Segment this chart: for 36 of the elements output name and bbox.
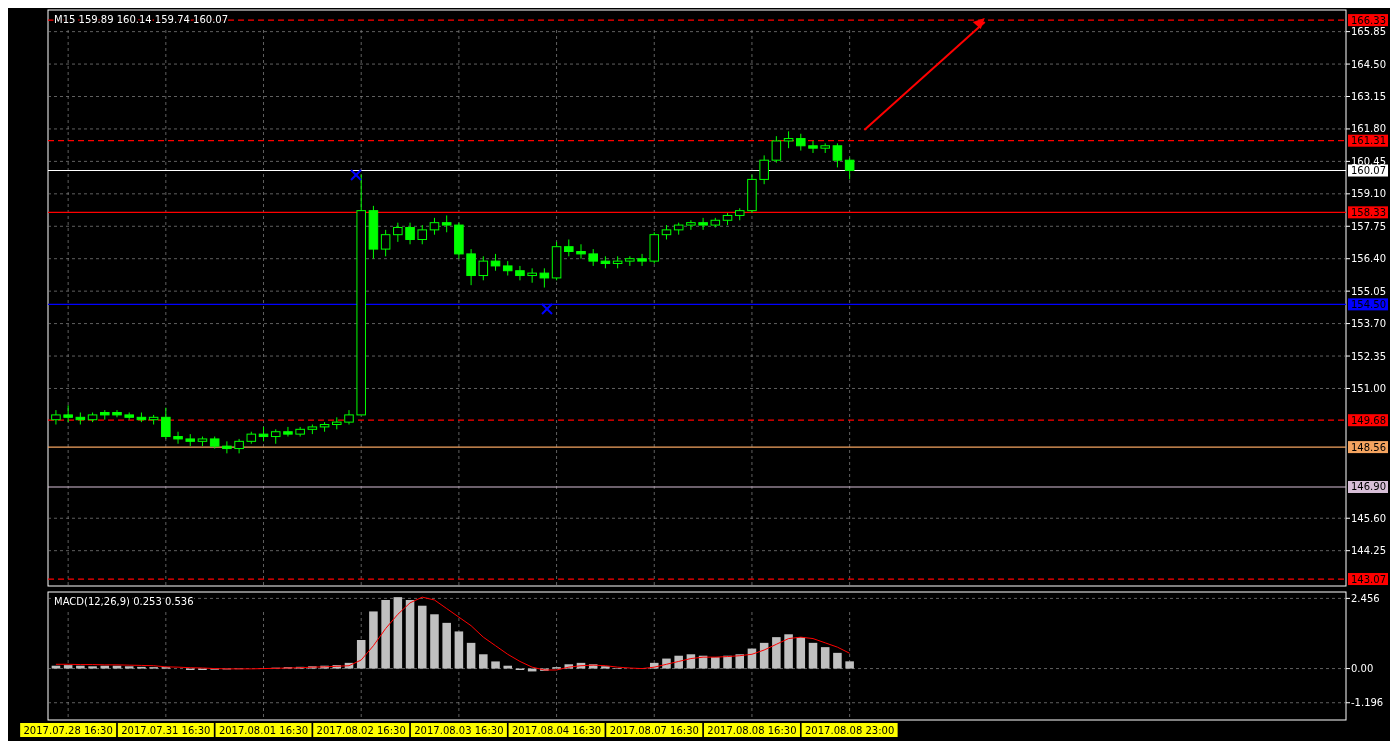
y-tick-label: 153.70 — [1351, 318, 1386, 330]
y-tick-label: 159.10 — [1351, 188, 1386, 200]
x-tick-label: 2017.08.07 16:30 — [609, 725, 699, 736]
y-tick-label: 0.00 — [1351, 663, 1374, 675]
y-tick-label: 2.456 — [1351, 592, 1380, 604]
y-tick-label: 152.35 — [1351, 350, 1386, 362]
x-tick-label: 2017.08.08 16:30 — [707, 725, 797, 736]
x-tick-label: 2017.08.08 23:00 — [805, 725, 895, 736]
x-tick-label: 2017.08.02 16:30 — [316, 725, 406, 736]
ref-line-label: 160.07 — [1351, 165, 1386, 177]
y-tick-label: 156.40 — [1351, 253, 1386, 265]
y-tick-label: 164.50 — [1351, 58, 1386, 70]
y-tick-label: 155.05 — [1351, 285, 1386, 297]
y-tick-label: 157.75 — [1351, 220, 1386, 232]
ref-line-label: 143.07 — [1351, 573, 1386, 585]
ref-line-label: 166.33 — [1351, 14, 1386, 26]
chart-title: MACD(12,26,9) 0.253 0.536 — [54, 596, 194, 607]
ref-line-label: 154.50 — [1351, 298, 1386, 310]
ref-line-label: 161.31 — [1351, 135, 1386, 147]
y-tick-label: 144.25 — [1351, 545, 1386, 557]
y-tick-label: 165.85 — [1351, 26, 1386, 38]
y-tick-label: 161.80 — [1351, 123, 1386, 135]
x-tick-label: 2017.07.31 16:30 — [121, 725, 211, 736]
y-tick-label: 151.00 — [1351, 382, 1386, 394]
y-tick-label: 160.45 — [1351, 155, 1386, 167]
x-tick-label: 2017.08.04 16:30 — [511, 725, 602, 736]
x-tick-label: 2017.08.03 16:30 — [414, 725, 504, 736]
ref-line-label: 149.68 — [1351, 414, 1386, 426]
ref-line-label: 146.90 — [1351, 481, 1386, 493]
y-tick-label: -1.196 — [1351, 697, 1384, 709]
x-tick-label: 2017.07.28 16:30 — [23, 725, 113, 736]
y-tick-label: 163.15 — [1351, 91, 1386, 103]
ref-line-label: 148.56 — [1351, 441, 1386, 453]
ref-line-label: 158.33 — [1351, 206, 1386, 218]
y-tick-label: 145.60 — [1351, 512, 1386, 524]
x-tick-label: 2017.08.01 16:30 — [218, 725, 309, 736]
